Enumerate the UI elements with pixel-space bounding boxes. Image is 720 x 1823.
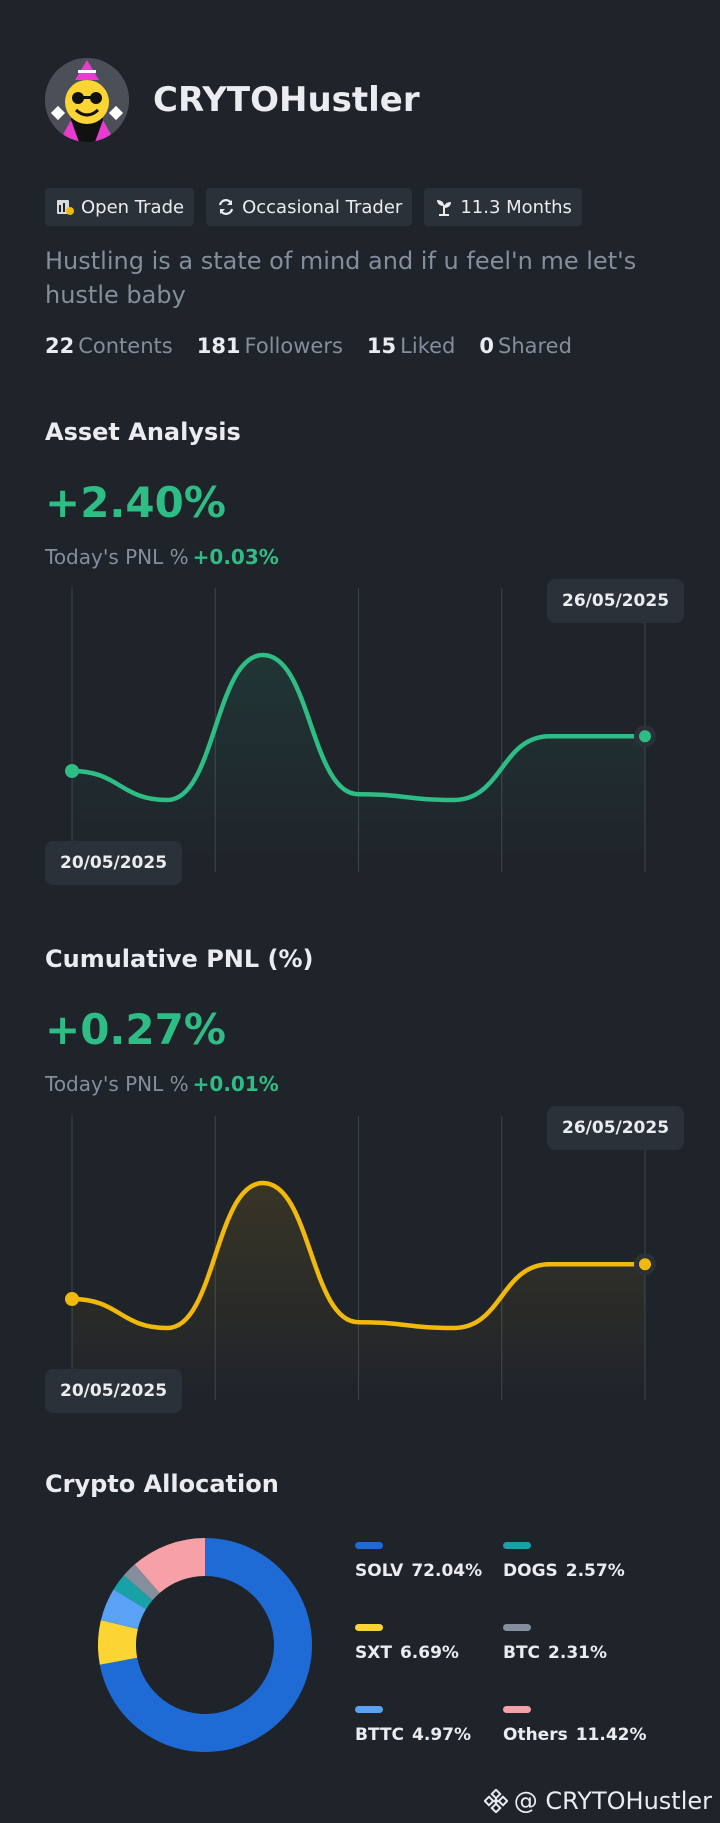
tag-label: Occasional Trader [242,196,403,218]
stat-label: Followers [244,334,343,358]
donut-slice-sxt [97,1620,138,1665]
cumulative-start-date-chip: 20/05/2025 [45,1369,183,1413]
binance-logo-icon [483,1789,508,1813]
legend-name: SXT [355,1643,392,1663]
tag-months[interactable]: 11.3 Months [424,188,582,226]
cumulative-today-pnl: Today's PNL % +0.01% [45,1072,279,1096]
open-trade-icon [57,200,74,215]
username: CRYTOHustler [153,80,420,120]
stat-value: 181 [196,334,241,358]
stat-label: Liked [400,334,456,358]
stat-liked[interactable]: 15 Liked [367,334,455,358]
tag-label: 11.3 Months [460,196,572,218]
stat-value: 22 [45,334,75,358]
allocation-legend: SOLV 72.04% DOGS 2.57% SXT 6.69% BTC 2.31% B… [355,1530,695,1760]
stat-label: Contents [78,334,173,358]
legend-item-btc: BTC 2.31% [503,1624,607,1663]
today-pnl-value: +0.03% [192,545,279,569]
profile-bio: Hustling is a state of mind and if u fee… [45,247,637,309]
asset-analysis-value: +2.40% [45,478,226,527]
chart-series-line [69,652,648,803]
avatar-smiley-icon [45,58,129,142]
legend-pct: 6.69% [399,1643,459,1663]
legend-item-solv: SOLV 72.04% [355,1542,482,1581]
cumulative-end-date-chip: 26/05/2025 [547,1106,685,1150]
legend-item-others: Others 11.42% [503,1706,647,1745]
legend-swatch [355,1624,383,1631]
chart-series-line [69,1180,648,1331]
donut-slice-btc [123,1564,160,1601]
legend-item-dogs: DOGS 2.57% [503,1542,625,1581]
chart-area-fill [72,1183,645,1400]
watermark-footer: @ CRYTOHustler [483,1787,712,1815]
allocation-donut-chart[interactable] [0,1530,720,1760]
legend-pct: 2.57% [565,1561,625,1581]
stat-value: 0 [479,334,494,358]
stat-followers[interactable]: 181 Followers [197,334,343,358]
legend-pct: 72.04% [411,1561,483,1581]
asset-analysis-chart[interactable] [0,580,720,880]
tag-open-trade[interactable]: Open Trade [45,188,195,226]
chart-area-fill [72,655,645,872]
chart-end-point [639,1258,651,1271]
footer-handle: @ CRYTOHustler [513,1787,712,1815]
legend-item-sxt: SXT 6.69% [355,1624,459,1663]
avatar[interactable] [45,58,129,142]
cumulative-pnl-title: Cumulative PNL (%) [45,945,314,973]
chart-start-point [65,764,79,778]
legend-name: DOGS [503,1561,558,1581]
legend-name: SOLV [355,1561,404,1581]
legend-name: BTTC [355,1725,405,1745]
tag-occasional-trader[interactable]: Occasional Trader [206,188,413,226]
today-pnl-label: Today's PNL % [45,1072,189,1096]
legend-pct: 2.31% [548,1643,608,1663]
legend-swatch [503,1624,531,1631]
legend-pct: 4.97% [412,1725,472,1745]
tag-label: Open Trade [81,196,185,218]
cumulative-pnl-value: +0.27% [45,1005,226,1054]
donut-slice-bttc [100,1589,147,1629]
swap-icon [218,199,234,215]
asset-analysis-title: Asset Analysis [45,418,241,446]
profile-header: CRYTOHustler [45,58,420,142]
legend-swatch [503,1706,531,1713]
profile-stats: 22 Contents 181 Followers 15 Liked 0 Shared [45,334,572,358]
sprout-icon [437,200,452,216]
legend-name: Others [503,1725,568,1745]
stat-label: Shared [497,334,572,358]
donut-slice-solv [99,1538,313,1752]
legend-pct: 11.42% [575,1725,647,1745]
chart-end-point [639,730,651,743]
chart-start-point [65,1292,79,1306]
stat-contents[interactable]: 22 Contents [45,334,173,358]
donut-slice-dogs [113,1575,153,1610]
today-pnl-label: Today's PNL % [45,545,189,569]
donut-slice-others [134,1538,205,1594]
asset-start-date-chip: 20/05/2025 [45,841,183,885]
legend-item-bttc: BTTC 4.97% [355,1706,471,1745]
trader-tags: Open Trade Occasional Trader 11.3 Months [45,188,582,226]
crypto-allocation-title: Crypto Allocation [45,1470,279,1498]
stat-value: 15 [366,334,397,358]
today-pnl-value: +0.01% [192,1072,279,1096]
legend-name: BTC [503,1643,541,1663]
legend-swatch [355,1706,383,1713]
asset-end-date-chip: 26/05/2025 [547,579,685,623]
stat-shared[interactable]: 0 Shared [479,334,572,358]
legend-swatch [503,1542,531,1549]
asset-today-pnl: Today's PNL % +0.03% [45,545,279,569]
cumulative-pnl-chart[interactable] [0,1108,720,1408]
legend-swatch [355,1542,383,1549]
